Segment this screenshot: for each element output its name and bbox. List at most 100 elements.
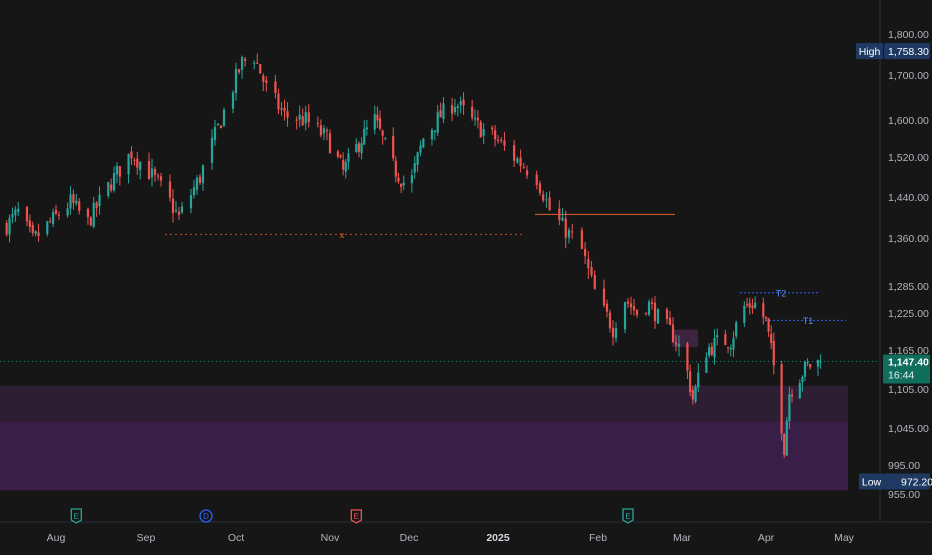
candle [219,124,223,129]
dividend-marker-icon[interactable]: D [199,509,213,523]
y-tick-label: 1,700.00 [888,70,929,82]
candle [347,147,350,170]
x-tick-label: Aug [47,532,66,544]
candle [240,55,244,79]
svg-text:16:44: 16:44 [888,369,914,381]
x-tick-label: May [834,532,855,544]
candle [705,352,708,374]
candle [767,317,770,337]
candle [716,328,719,346]
candle [729,344,732,357]
candle [283,99,286,121]
candle [392,127,395,162]
y-tick-label: 1,800.00 [888,29,929,41]
candle [14,206,17,223]
candle [17,202,20,217]
candle [522,162,525,170]
svg-text:1,758.30: 1,758.30 [888,46,929,58]
candle [668,310,672,326]
candle [473,109,477,126]
candle [422,137,425,149]
candle [710,342,713,357]
candle [482,123,485,145]
candle [89,216,92,227]
candle [491,125,494,135]
low-label-badge: Low [859,473,884,490]
candle [78,198,81,215]
candle [31,221,34,237]
candle [174,201,178,214]
candle [156,173,160,181]
candle [262,73,265,92]
candle [365,119,368,136]
y-tick-label: 1,165.00 [888,345,929,357]
candle [743,301,746,328]
candle [650,297,654,310]
candle [307,104,310,128]
candle [754,296,757,310]
candle [686,341,689,380]
candle [189,188,193,214]
candle [819,354,822,369]
candle [644,312,648,316]
candle [735,320,738,340]
candle [413,156,416,179]
svg-text:D: D [203,512,209,521]
candle [519,149,522,173]
candle [558,200,561,226]
y-tick-label: 1,105.00 [888,384,929,396]
candle [66,202,69,218]
candle [571,223,574,239]
candle [450,97,454,122]
candle [535,170,538,190]
candle [357,141,361,158]
x-marker-label: x [340,230,345,240]
candle [328,129,332,154]
candle [322,125,326,141]
candle [707,343,711,358]
candle [608,309,612,333]
earnings-marker-icon[interactable]: E [70,508,82,524]
high-label-badge: High [856,43,883,60]
candle [360,137,363,160]
candle [243,56,247,67]
candle [416,151,419,173]
candle [798,379,801,399]
y-tick-label: 1,225.00 [888,308,929,320]
y-tick-label: 995.00 [888,460,920,472]
x-tick-label: Feb [589,532,607,544]
candle [213,119,217,146]
candle [538,180,542,196]
candle [785,417,788,456]
candle [809,363,812,370]
candle [136,151,139,175]
svg-text:E: E [625,512,630,521]
target-label-t1: T1 [803,316,814,326]
candle [764,316,768,322]
candle [471,99,474,121]
candle [51,208,55,228]
event-marker-icon[interactable]: E [350,509,362,524]
candle [237,68,241,75]
svg-text:E: E [74,512,79,521]
candle [69,186,72,215]
candle [583,241,587,264]
svg-text:Low: Low [862,476,882,488]
candle [253,60,256,70]
candle [476,110,480,129]
candle [783,433,786,458]
candle [325,127,329,141]
earnings-marker-icon[interactable]: E [622,508,634,524]
candle [593,270,596,290]
y-tick-label: 1,600.00 [888,115,929,127]
candle [342,152,345,176]
x-tick-label: 2025 [486,532,510,544]
candle [280,101,283,116]
candle [561,208,564,222]
candle [231,90,235,114]
y-tick-label: 1,440.00 [888,192,929,204]
candle [319,119,323,138]
